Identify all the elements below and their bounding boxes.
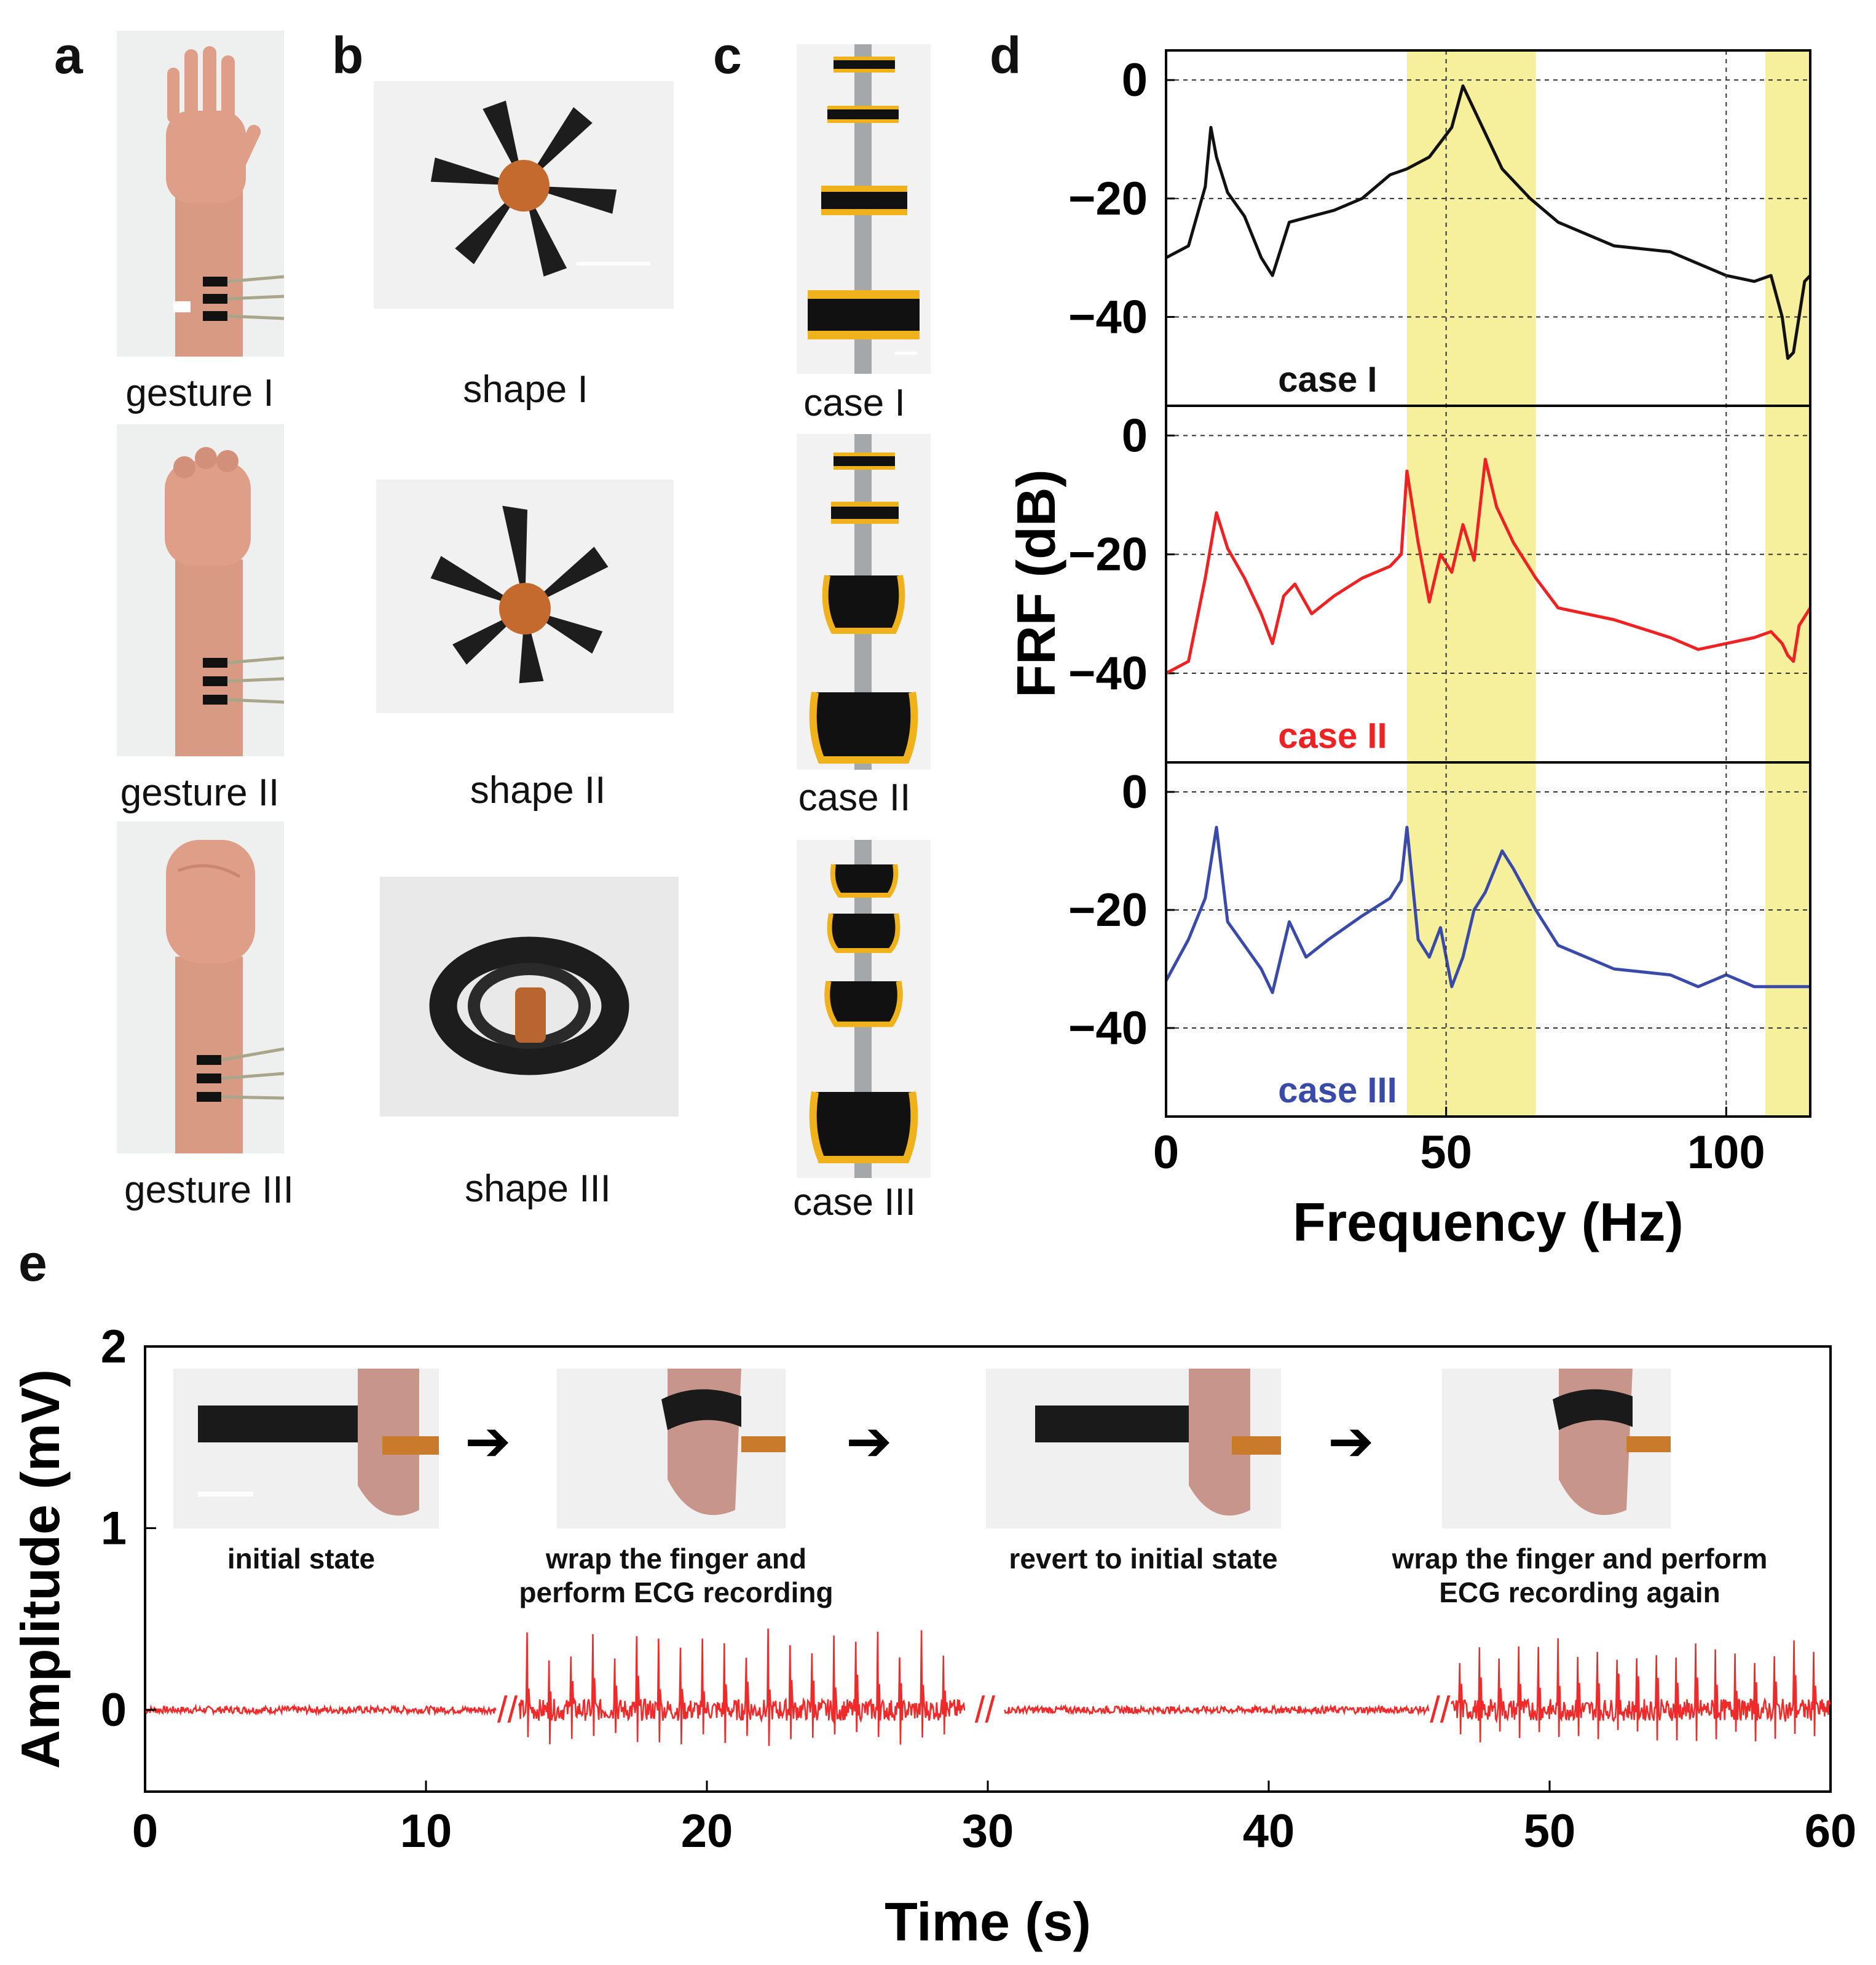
case-photo-3 bbox=[797, 840, 931, 1178]
step-caption-2: wrap the finger and perform ECG recordin… bbox=[467, 1542, 885, 1610]
x-tick-label-e-6: 60 bbox=[1805, 1805, 1857, 1857]
x-tick-label-d-0: 0 bbox=[1153, 1126, 1179, 1179]
case-caption-3: case III bbox=[793, 1181, 916, 1224]
case-photo-1 bbox=[797, 44, 931, 374]
y-tick-label-3-1: −20 bbox=[1068, 884, 1148, 936]
frf-series-label-case-1: case I bbox=[1278, 360, 1377, 400]
x-tick-label-e-2: 20 bbox=[681, 1805, 733, 1857]
step-arrow-2: ➔ bbox=[846, 1411, 893, 1473]
ecg-trace-segment-4 bbox=[1450, 1638, 1831, 1742]
frf-series-line-case-3 bbox=[1164, 826, 1810, 994]
frf-subplot-frame-3 bbox=[1165, 761, 1811, 1118]
x-tick-label-e-1: 10 bbox=[400, 1805, 452, 1857]
step-caption-4-line1: wrap the finger and perform bbox=[1392, 1543, 1768, 1575]
gesture-photo-1 bbox=[117, 31, 284, 357]
finger-photo-revert bbox=[986, 1369, 1281, 1528]
case-caption-2: case II bbox=[798, 777, 911, 819]
frf-subplot-frame-2 bbox=[1165, 405, 1811, 764]
ecg-trace-segment-1 bbox=[144, 1703, 497, 1717]
y-tick-label-2-0: 0 bbox=[1122, 409, 1148, 462]
y-tick-label-2-1: −20 bbox=[1068, 529, 1148, 581]
shape-caption-1: shape I bbox=[463, 368, 588, 411]
ecg-y-axis-title: Amplitude (mV) bbox=[10, 1369, 71, 1769]
x-tick-label-d-2: 100 bbox=[1687, 1126, 1765, 1179]
frf-subplot-frame-1 bbox=[1165, 49, 1811, 407]
panel-a-letter: a bbox=[54, 26, 83, 84]
y-tick-label-1-0: 0 bbox=[1122, 54, 1148, 106]
frf-x-axis-title: Frequency (Hz) bbox=[1293, 1192, 1684, 1252]
panel-d-letter: d bbox=[990, 26, 1022, 84]
shape-caption-2: shape II bbox=[470, 769, 606, 812]
gesture-caption-1: gesture I bbox=[125, 372, 274, 414]
frf-series-label-case-3: case III bbox=[1278, 1070, 1397, 1110]
finger-photo-wrap-again bbox=[1442, 1369, 1671, 1528]
shape-photo-2 bbox=[376, 480, 674, 713]
x-tick-label-d-1: 50 bbox=[1420, 1126, 1472, 1179]
finger-photo-wrap bbox=[557, 1369, 786, 1528]
panel-c-letter: c bbox=[713, 26, 742, 84]
ecg-trace-segment-3 bbox=[1004, 1703, 1430, 1717]
ecg-trace-segment-2 bbox=[518, 1628, 966, 1746]
frf-series-line-case-2 bbox=[1165, 457, 1812, 675]
y-tick-label-e-2: 2 bbox=[101, 1321, 127, 1373]
ecg-break-mark-2: // bbox=[975, 1689, 996, 1730]
y-tick-label-2-2: −40 bbox=[1068, 647, 1148, 700]
y-tick-label-e-1: 1 bbox=[101, 1503, 127, 1555]
frf-y-axis-title: FRF (dB) bbox=[1006, 469, 1066, 697]
y-tick-label-3-2: −40 bbox=[1068, 1002, 1148, 1054]
shape-caption-3: shape III bbox=[465, 1168, 611, 1210]
y-tick-label-3-0: 0 bbox=[1122, 766, 1148, 818]
x-tick-label-e-0: 0 bbox=[132, 1805, 158, 1857]
shape-photo-1 bbox=[374, 81, 674, 309]
y-tick-label-1-2: −40 bbox=[1068, 291, 1148, 344]
step-caption-3-line1: revert to initial state bbox=[1009, 1543, 1278, 1575]
case-photo-2 bbox=[797, 434, 931, 770]
y-tick-label-e-0: 0 bbox=[101, 1684, 127, 1736]
step-caption-1: initial state bbox=[148, 1542, 455, 1576]
step-caption-4-line2: ECG recording again bbox=[1439, 1576, 1720, 1609]
gesture-caption-2: gesture II bbox=[120, 772, 280, 814]
step-caption-1-line1: initial state bbox=[227, 1543, 376, 1575]
frf-series-label-case-2: case II bbox=[1278, 716, 1387, 756]
y-tick-label-1-1: −20 bbox=[1068, 173, 1148, 225]
gesture-caption-3: gesture III bbox=[124, 1169, 294, 1211]
highlight-band-1 bbox=[1406, 50, 1536, 1117]
panel-e-letter: e bbox=[18, 1234, 47, 1292]
finger-photo-initial bbox=[173, 1369, 439, 1528]
step-arrow-1: ➔ bbox=[465, 1411, 511, 1473]
step-arrow-3: ➔ bbox=[1328, 1411, 1374, 1473]
step-caption-2-line1: wrap the finger and bbox=[545, 1543, 807, 1575]
frf-series-line-case-1 bbox=[1165, 84, 1811, 360]
gesture-photo-3 bbox=[117, 821, 284, 1153]
ecg-x-axis-title: Time (s) bbox=[885, 1891, 1091, 1952]
panel-b-letter: b bbox=[332, 26, 364, 84]
x-tick-label-e-3: 30 bbox=[962, 1805, 1014, 1857]
gesture-photo-2 bbox=[117, 424, 284, 756]
ecg-break-mark-3: // bbox=[1430, 1689, 1451, 1730]
highlight-band-2 bbox=[1765, 50, 1810, 1117]
ecg-break-mark-1: // bbox=[497, 1689, 518, 1730]
shape-photo-3 bbox=[380, 877, 679, 1117]
step-caption-4: wrap the finger and perform ECG recordin… bbox=[1340, 1542, 1819, 1610]
x-tick-label-e-5: 50 bbox=[1524, 1805, 1576, 1857]
case-caption-1: case I bbox=[803, 382, 905, 424]
step-caption-3: revert to initial state bbox=[959, 1542, 1328, 1576]
x-tick-label-e-4: 40 bbox=[1243, 1805, 1295, 1857]
step-caption-2-line2: perform ECG recording bbox=[519, 1576, 834, 1609]
